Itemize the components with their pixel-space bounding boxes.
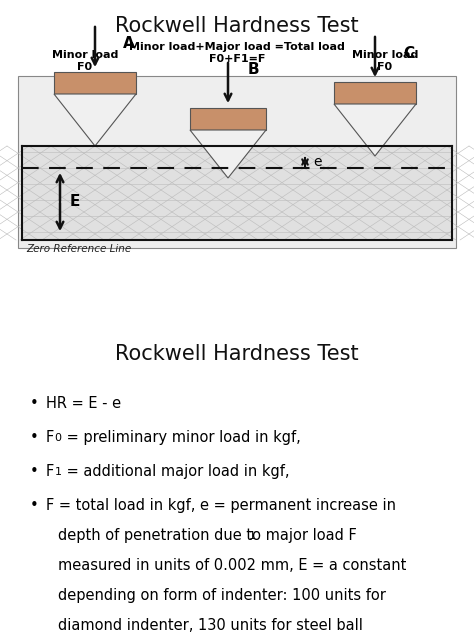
Text: A: A [123,37,135,51]
Text: •: • [30,396,39,411]
Bar [190,108,266,130]
Text: diamond indenter, 130 units for steel ball: diamond indenter, 130 units for steel ba… [58,618,363,632]
Bar [18,76,456,248]
Text: depending on form of indenter: 100 units for: depending on form of indenter: 100 units… [58,588,386,603]
Polygon shape [54,94,136,146]
Text: E: E [70,195,81,209]
Polygon shape [190,130,266,178]
Text: measured in units of 0.002 mm, E = a constant: measured in units of 0.002 mm, E = a con… [58,558,406,573]
Text: = additional major load in kgf,: = additional major load in kgf, [62,464,290,479]
Text: •: • [30,498,39,513]
Text: B: B [248,63,260,78]
Text: Rockwell Hardness Test: Rockwell Hardness Test [115,344,359,364]
Text: •: • [30,464,39,479]
Text: F: F [46,464,54,479]
Text: Minor load
F0: Minor load F0 [352,50,418,73]
Text: HR = E - e: HR = E - e [46,396,121,411]
Text: F = total load in kgf, e = permanent increase in: F = total load in kgf, e = permanent inc… [46,498,396,513]
Text: = preliminary minor load in kgf,: = preliminary minor load in kgf, [62,430,301,445]
Text: C: C [403,47,414,61]
Bar [334,82,416,104]
Polygon shape [334,104,416,156]
Text: 1: 1 [55,467,62,477]
Text: F: F [46,430,54,445]
Text: 1: 1 [248,531,255,541]
Bar [54,72,136,94]
Text: •: • [30,430,39,445]
Text: depth of penetration due to major load F: depth of penetration due to major load F [58,528,357,543]
Text: Minor load+Major load =Total load
F0+F1=F: Minor load+Major load =Total load F0+F1=… [129,42,345,64]
Text: e: e [313,155,321,169]
Text: Zero Reference Line: Zero Reference Line [26,244,131,254]
Text: Rockwell Hardness Test: Rockwell Hardness Test [115,16,359,36]
Bar [22,146,452,240]
Text: Minor load
F0: Minor load F0 [52,50,118,73]
Text: 0: 0 [55,433,62,443]
